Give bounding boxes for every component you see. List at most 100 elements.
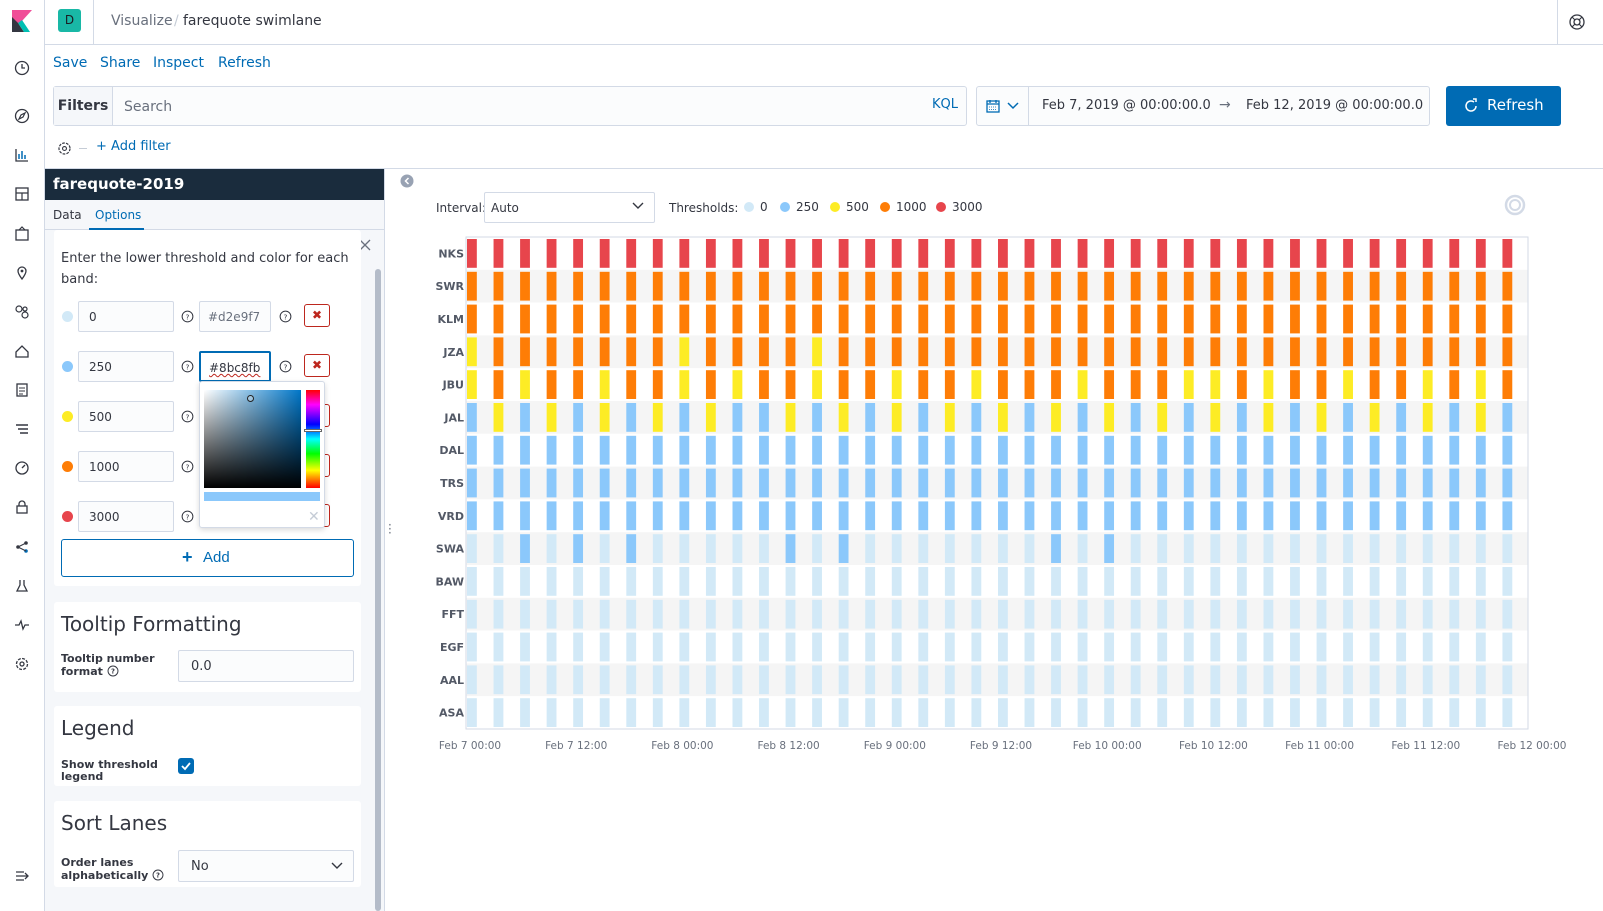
heatmap-cell[interactable] bbox=[1422, 435, 1433, 465]
heatmap-cell[interactable] bbox=[626, 468, 637, 498]
heatmap-cell[interactable] bbox=[785, 403, 796, 432]
heatmap-cell[interactable] bbox=[1104, 567, 1115, 596]
heatmap-cell[interactable] bbox=[679, 534, 690, 563]
heatmap-cell[interactable] bbox=[732, 534, 743, 563]
heatmap-cell[interactable] bbox=[1130, 534, 1141, 563]
heatmap-cell[interactable] bbox=[573, 468, 584, 498]
heatmap-cell[interactable] bbox=[705, 239, 716, 268]
heatmap-cell[interactable] bbox=[1369, 567, 1380, 596]
heatmap-cell[interactable] bbox=[838, 370, 849, 399]
heatmap-cell[interactable] bbox=[467, 534, 477, 563]
heatmap-cell[interactable] bbox=[1290, 239, 1300, 268]
saturation-handle[interactable] bbox=[247, 395, 254, 402]
heatmap-cell[interactable] bbox=[705, 271, 716, 301]
heatmap-cell[interactable] bbox=[1157, 304, 1168, 334]
heatmap-cell[interactable] bbox=[1130, 370, 1141, 399]
heatmap-cell[interactable] bbox=[838, 337, 849, 367]
heatmap-cell[interactable] bbox=[1051, 501, 1061, 531]
heatmap-cell[interactable] bbox=[1051, 337, 1061, 367]
canvas-icon[interactable] bbox=[12, 224, 32, 244]
heatmap-cell[interactable] bbox=[1183, 403, 1194, 432]
heatmap-cell[interactable] bbox=[546, 370, 557, 399]
heatmap-cell[interactable] bbox=[520, 337, 530, 367]
heatmap-cell[interactable] bbox=[1290, 468, 1300, 498]
heatmap-cell[interactable] bbox=[1502, 599, 1513, 629]
heatmap-cell[interactable] bbox=[599, 468, 610, 498]
heatmap-cell[interactable] bbox=[838, 567, 849, 596]
heatmap-cell[interactable] bbox=[1051, 599, 1061, 629]
heatmap-cell[interactable] bbox=[467, 599, 477, 629]
heatmap-cell[interactable] bbox=[891, 698, 902, 727]
heatmap-cell[interactable] bbox=[918, 370, 929, 399]
heatmap-cell[interactable] bbox=[1210, 599, 1221, 629]
heatmap-cell[interactable] bbox=[971, 501, 982, 531]
heatmap-cell[interactable] bbox=[1290, 698, 1300, 727]
heatmap-cell[interactable] bbox=[759, 370, 769, 399]
heatmap-cell[interactable] bbox=[546, 337, 557, 367]
heatmap-cell[interactable] bbox=[493, 271, 504, 301]
heatmap-cell[interactable] bbox=[918, 665, 929, 695]
heatmap-cell[interactable] bbox=[944, 567, 955, 596]
heatmap-cell[interactable] bbox=[1104, 534, 1115, 563]
heatmap-cell[interactable] bbox=[546, 403, 557, 432]
heatmap-cell[interactable] bbox=[1051, 403, 1061, 432]
heatmap-cell[interactable] bbox=[732, 239, 743, 268]
heatmap-cell[interactable] bbox=[1210, 501, 1221, 531]
heatmap-cell[interactable] bbox=[520, 468, 530, 498]
heatmap-cell[interactable] bbox=[1396, 534, 1407, 563]
heatmap-cell[interactable] bbox=[1449, 534, 1460, 563]
heatmap-cell[interactable] bbox=[573, 435, 584, 465]
heatmap-cell[interactable] bbox=[759, 599, 769, 629]
heatmap-cell[interactable] bbox=[918, 567, 929, 596]
heatmap-cell[interactable] bbox=[1422, 239, 1433, 268]
heatmap-cell[interactable] bbox=[812, 435, 822, 465]
heatmap-cell[interactable] bbox=[812, 468, 822, 498]
monitoring-icon[interactable] bbox=[12, 615, 32, 635]
heatmap-cell[interactable] bbox=[520, 403, 530, 432]
heatmap-cell[interactable] bbox=[759, 403, 769, 432]
heatmap-cell[interactable] bbox=[626, 599, 637, 629]
heatmap-cell[interactable] bbox=[1502, 403, 1513, 432]
heatmap-cell[interactable] bbox=[1183, 337, 1194, 367]
heatmap-cell[interactable] bbox=[599, 239, 610, 268]
heatmap-cell[interactable] bbox=[1369, 501, 1380, 531]
heatmap-cell[interactable] bbox=[1210, 403, 1221, 432]
heatmap-cell[interactable] bbox=[865, 403, 876, 432]
heatmap-cell[interactable] bbox=[1290, 599, 1300, 629]
refresh-link[interactable]: Refresh bbox=[218, 55, 271, 71]
heatmap-cell[interactable] bbox=[732, 370, 743, 399]
heatmap-cell[interactable] bbox=[652, 435, 663, 465]
heatmap-cell[interactable] bbox=[1236, 271, 1247, 301]
heatmap-cell[interactable] bbox=[838, 468, 849, 498]
heatmap-cell[interactable] bbox=[679, 567, 690, 596]
delete-range-button[interactable]: ✖ bbox=[304, 354, 330, 377]
heatmap-cell[interactable] bbox=[1396, 304, 1407, 334]
heatmap-cell[interactable] bbox=[1130, 567, 1141, 596]
tab-options[interactable]: Options bbox=[95, 208, 142, 222]
apm-icon[interactable] bbox=[12, 419, 32, 439]
heatmap-cell[interactable] bbox=[1263, 403, 1274, 432]
heatmap-cell[interactable] bbox=[599, 304, 610, 334]
heatmap-cell[interactable] bbox=[865, 435, 876, 465]
heatmap-cell[interactable] bbox=[998, 337, 1008, 367]
save-link[interactable]: Save bbox=[53, 55, 88, 71]
heatmap-cell[interactable] bbox=[599, 370, 610, 399]
heatmap-cell[interactable] bbox=[865, 534, 876, 563]
range-value-input[interactable]: 3000 bbox=[78, 501, 174, 532]
heatmap-cell[interactable] bbox=[838, 698, 849, 727]
heatmap-cell[interactable] bbox=[705, 337, 716, 367]
heatmap-cell[interactable] bbox=[1502, 337, 1513, 367]
heatmap-cell[interactable] bbox=[891, 468, 902, 498]
heatmap-cell[interactable] bbox=[891, 567, 902, 596]
collapse-sidebar-icon[interactable] bbox=[400, 174, 414, 188]
heatmap-cell[interactable] bbox=[971, 534, 982, 563]
heatmap-cell[interactable] bbox=[1130, 665, 1141, 695]
heatmap-cell[interactable] bbox=[1343, 271, 1353, 301]
heatmap-cell[interactable] bbox=[1236, 239, 1247, 268]
heatmap-cell[interactable] bbox=[865, 665, 876, 695]
heatmap-cell[interactable] bbox=[1396, 501, 1407, 531]
heatmap-cell[interactable] bbox=[679, 435, 690, 465]
heatmap-cell[interactable] bbox=[1263, 239, 1274, 268]
heatmap-cell[interactable] bbox=[1422, 501, 1433, 531]
heatmap-cell[interactable] bbox=[732, 337, 743, 367]
